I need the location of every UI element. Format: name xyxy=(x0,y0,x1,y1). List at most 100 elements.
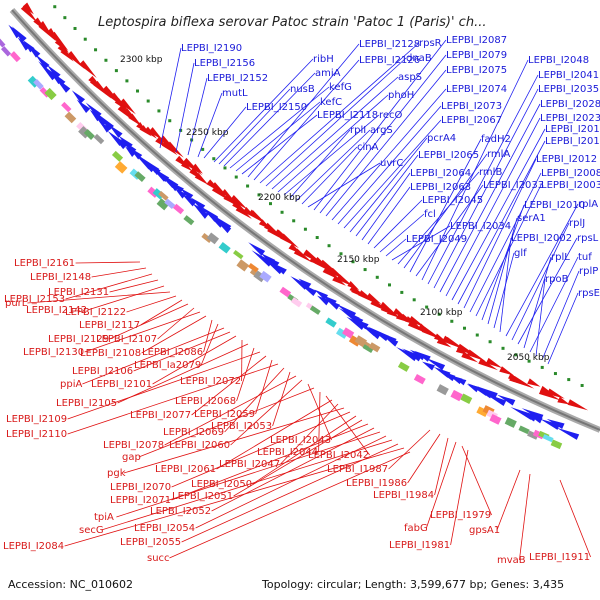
reverse-label-lines xyxy=(27,261,591,561)
leader-line xyxy=(230,379,303,446)
leader-line xyxy=(109,303,189,340)
gene-label: nusB xyxy=(290,84,315,95)
gene-label: LEPBI_I2048 xyxy=(528,55,589,66)
gene-label: gap xyxy=(122,452,141,463)
gene-label: LEPBI_I2033 xyxy=(483,180,544,191)
leader-line xyxy=(271,76,399,190)
leader-line xyxy=(361,172,411,241)
gene-label: LEPBI_I2101 xyxy=(91,379,152,390)
leader-line xyxy=(379,213,425,253)
gene-label: LEPBI_I1979 xyxy=(430,510,491,521)
leader-line xyxy=(407,433,441,484)
leader-line xyxy=(171,411,351,488)
leader-line xyxy=(421,59,529,281)
gene-label: cinA xyxy=(357,142,379,153)
leader-line xyxy=(523,256,552,349)
gene-label: phoH xyxy=(388,90,414,101)
leader-line xyxy=(426,441,457,529)
leader-line xyxy=(187,77,208,156)
gene-label: recO xyxy=(379,110,403,121)
gene-label: LEPBI_I1986 xyxy=(346,478,407,489)
gene-label: LEPBI_I2002 xyxy=(511,233,572,244)
leader-line xyxy=(67,351,261,420)
leader-line xyxy=(253,59,360,181)
leader-line xyxy=(87,285,165,311)
gene-label: dnaB xyxy=(406,53,432,64)
topology-summary: Topology: circular; Length: 3,599,677 bp… xyxy=(261,578,564,591)
leader-line xyxy=(519,473,531,561)
gene-label: rpsE xyxy=(578,288,600,299)
kbp-marker: 2100 kbp xyxy=(420,308,463,318)
gene-label: LEPBI_I2073 xyxy=(441,101,502,112)
leader-line xyxy=(505,203,579,337)
gene-label: rplP xyxy=(579,266,598,277)
gene-label: LEPBI_I2067 xyxy=(441,115,502,126)
leader-line xyxy=(349,137,428,233)
gene-label: LEPBI_I2142 xyxy=(26,305,87,316)
leader-line xyxy=(493,252,515,329)
gene-label: mutL xyxy=(222,88,248,99)
gene-label: LEPBI_I2052 xyxy=(150,506,211,517)
gene-label: fcl xyxy=(424,209,436,220)
leader-line xyxy=(126,295,177,313)
leader-line xyxy=(307,162,381,208)
gene-label: LEPBI_I2060 xyxy=(169,440,230,451)
gene-label: LEPBI_I2108 xyxy=(80,348,141,359)
gene-label: gpsA1 xyxy=(469,525,500,536)
gene-label: rpoB xyxy=(545,274,569,285)
gene-label: fabG xyxy=(404,523,428,534)
leader-line xyxy=(141,315,207,354)
gene-label: LEPBI_I2047 xyxy=(219,459,280,470)
gene-label: LEPBI_I2051 xyxy=(172,491,233,502)
gene-label: LEPBI_I2054 xyxy=(134,523,195,534)
leader-line xyxy=(301,146,358,205)
gene-label: aspS xyxy=(398,72,422,83)
gene-label: secG xyxy=(79,525,104,536)
gene-label: rplL xyxy=(551,252,570,263)
gene-label: LEPBI_I2153 xyxy=(4,294,65,305)
gene-label: LEPBI_I2150 xyxy=(246,102,307,113)
leader-line xyxy=(463,158,537,309)
leader-line xyxy=(157,307,195,340)
gene-label: LEPBI_I2128 xyxy=(359,39,420,50)
gene-label: LEPBI_I2106 xyxy=(72,366,133,377)
gene-label: LEPBI_I2152 xyxy=(207,73,268,84)
leader-line xyxy=(216,399,333,470)
gene-label: LEPBI_I2008 xyxy=(541,168,600,179)
leader-line xyxy=(391,225,451,261)
leader-line xyxy=(197,92,223,158)
kbp-markers: 2300 kbp 2250 kbp 2200 kbp 2150 kbp 2100 kbp… xyxy=(120,55,550,363)
gene-label: LEPBI_I1911 xyxy=(529,552,590,563)
leader-line xyxy=(116,431,381,518)
gene-label: LEPBI_I2045 xyxy=(422,195,483,206)
gene-label: LEPBI_I2034 xyxy=(450,221,511,232)
gene-label: kefC xyxy=(320,97,342,108)
leader-line xyxy=(213,58,314,163)
leader-line xyxy=(84,311,201,353)
gene-label: argS xyxy=(370,125,393,136)
gene-label: ppiA xyxy=(60,379,82,390)
leader-line xyxy=(75,261,141,264)
gene-label: LEPBI_I2042 xyxy=(308,450,369,461)
gene-label: LEPBI_I2126 xyxy=(359,55,420,66)
leader-line xyxy=(252,415,357,485)
gene-label: LEPBI_I2074 xyxy=(446,84,507,95)
leader-line xyxy=(547,292,579,365)
gene-label: LEPBI_I2010 xyxy=(524,200,585,211)
gene-label: rpsR xyxy=(419,38,442,49)
gene-label: purL xyxy=(5,298,28,309)
position-ticks xyxy=(53,5,584,387)
gene-label: serA1 xyxy=(517,213,546,224)
forward-strand-genes xyxy=(8,24,580,440)
gene-label: LEPBI_I2061 xyxy=(155,464,216,475)
leader-line xyxy=(109,279,159,293)
leader-line xyxy=(319,54,447,214)
leader-line xyxy=(541,270,580,361)
kbp-marker: 2200 kbp xyxy=(258,193,301,203)
gene-label: LEPBI_I2049 xyxy=(406,234,467,245)
feature-track xyxy=(0,37,563,450)
gene-label: rplI xyxy=(350,125,366,136)
gene-label: rmlA xyxy=(487,149,510,160)
gene-label: LEPBI_I2023 xyxy=(540,113,600,124)
gene-label: LEPBI_I2109 xyxy=(6,414,67,425)
